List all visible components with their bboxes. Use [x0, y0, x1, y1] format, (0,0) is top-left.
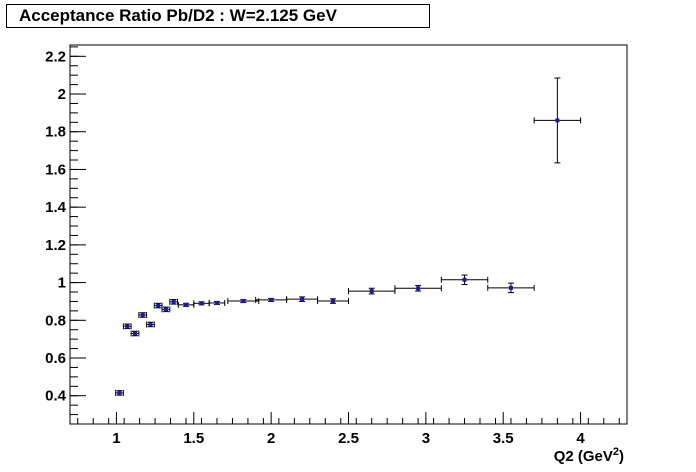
data-point [161, 306, 171, 313]
data-point [440, 274, 489, 285]
y-axis: 0.4 0.6 0.8 1 1.2 1.4 1.6 1.8 2 2.2 [45, 46, 86, 416]
x-tick-label: 2.5 [338, 430, 359, 447]
data-point [153, 302, 163, 309]
data-point [286, 296, 319, 303]
data-point [208, 299, 226, 306]
data-point [169, 298, 179, 305]
data-points [115, 77, 582, 396]
data-point [146, 321, 155, 328]
data-point [177, 301, 195, 308]
chart-title-box: Acceptance Ratio Pb/D2 : W=2.125 GeV [6, 4, 430, 28]
x-tick-label: 1 [112, 430, 120, 447]
plot-frame [69, 44, 628, 425]
x-tick-label: 1.5 [183, 430, 204, 447]
data-point [394, 284, 442, 292]
x-axis-title: Q2 (GeV2) [554, 446, 624, 465]
y-tick-label: 0.4 [45, 388, 67, 405]
x-tick-label: 3.5 [493, 430, 514, 447]
data-point [317, 298, 349, 305]
x-tick-label: 4 [576, 430, 585, 447]
data-point [487, 282, 535, 294]
data-point [138, 312, 148, 319]
y-tick-label: 0.6 [45, 350, 66, 367]
data-point [533, 77, 582, 164]
x-tick-label: 3 [422, 430, 430, 447]
data-point [122, 323, 132, 330]
y-tick-label: 1 [58, 275, 66, 292]
data-point [255, 296, 288, 303]
data-point [348, 287, 396, 295]
data-point [115, 389, 124, 396]
data-point [130, 330, 140, 337]
y-tick-label: 0.8 [45, 312, 66, 329]
chart-title: Acceptance Ratio Pb/D2 : W=2.125 GeV [19, 6, 337, 25]
data-point [227, 298, 260, 305]
x-tick-label: 2 [267, 430, 275, 447]
y-tick-label: 1.6 [45, 161, 66, 178]
x-axis: 1 1.5 2 2.5 3 3.5 4 [77, 412, 620, 447]
y-tick-label: 2.2 [45, 48, 66, 65]
y-tick-label: 1.8 [45, 124, 66, 141]
y-tick-label: 1.4 [45, 199, 67, 216]
data-point [193, 300, 210, 307]
y-tick-label: 2 [58, 86, 66, 103]
y-tick-label: 1.2 [45, 237, 66, 254]
